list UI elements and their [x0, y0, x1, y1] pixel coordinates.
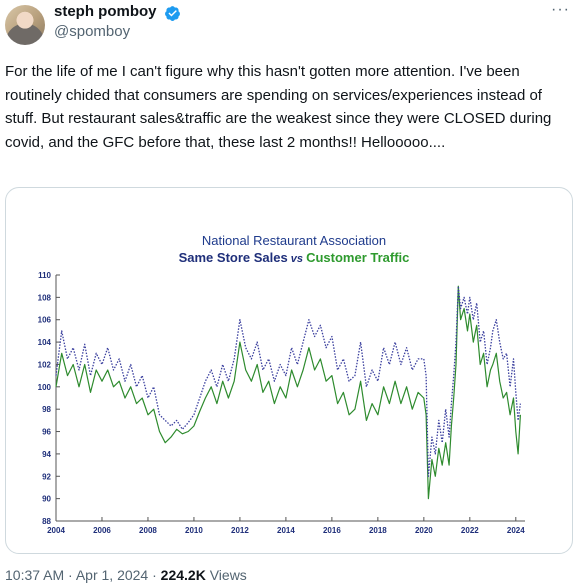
- series-line-customer-traffic: [55, 285, 521, 500]
- chart-title-sales: Same Store Sales: [179, 250, 288, 265]
- footer-separator: ·: [148, 567, 161, 583]
- author-name[interactable]: steph pomboy: [54, 3, 157, 20]
- footer-separator: ·: [64, 567, 76, 583]
- verified-badge-icon: [165, 6, 180, 21]
- x-tick-label: 2004: [47, 526, 65, 535]
- restaurant-chart: National Restaurant Association Same Sto…: [38, 233, 526, 535]
- series-line-same-store-sales: [55, 285, 522, 477]
- chart-title-line1: National Restaurant Association: [202, 233, 386, 248]
- y-tick-label: 110: [38, 271, 51, 280]
- y-tick-label: 96: [42, 428, 51, 437]
- tweet-footer: 10:37 AM · Apr 1, 2024 · 224.2K Views: [5, 567, 247, 583]
- author-handle[interactable]: @spomboy: [54, 23, 131, 40]
- x-tick-label: 2010: [185, 526, 203, 535]
- tweet-media-chart[interactable]: National Restaurant Association Same Sto…: [5, 187, 573, 554]
- tweet-date[interactable]: Apr 1, 2024: [75, 567, 149, 583]
- y-tick-label: 102: [38, 360, 52, 369]
- x-tick-label: 2022: [461, 526, 479, 535]
- more-options-icon[interactable]: ···: [551, 1, 570, 18]
- chart-title-line2: Same Store Sales vs Customer Traffic: [179, 250, 410, 265]
- y-tick-label: 88: [42, 517, 51, 526]
- x-tick-label: 2024: [507, 526, 525, 535]
- chart-title-traffic: Customer Traffic: [306, 250, 409, 265]
- y-tick-label: 106: [38, 316, 52, 325]
- y-tick-label: 104: [38, 338, 52, 347]
- views-count: 224.2K: [160, 567, 206, 583]
- y-tick-label: 100: [38, 383, 52, 392]
- chart-title-vs: vs: [288, 253, 306, 265]
- chart-series: [55, 285, 522, 500]
- x-tick-label: 2012: [231, 526, 249, 535]
- tweet-time[interactable]: 10:37 AM: [5, 567, 65, 583]
- chart-axes: 88 90 92 94 96 98 100 102 104 106 108 110 2004 2006 20…: [38, 271, 526, 535]
- x-tick-label: 2008: [139, 526, 157, 535]
- y-tick-label: 92: [42, 472, 51, 481]
- y-tick-label: 98: [42, 405, 51, 414]
- y-tick-label: 94: [42, 450, 51, 459]
- y-tick-label: 90: [42, 495, 51, 504]
- x-tick-label: 2014: [277, 526, 295, 535]
- views-label: Views: [205, 567, 247, 583]
- x-tick-label: 2018: [369, 526, 387, 535]
- x-tick-label: 2020: [415, 526, 433, 535]
- tweet-text: For the life of me I can't figure why th…: [5, 63, 552, 151]
- x-tick-label: 2016: [323, 526, 341, 535]
- x-tick-label: 2006: [93, 526, 111, 535]
- avatar[interactable]: [5, 5, 45, 45]
- y-tick-label: 108: [38, 293, 52, 302]
